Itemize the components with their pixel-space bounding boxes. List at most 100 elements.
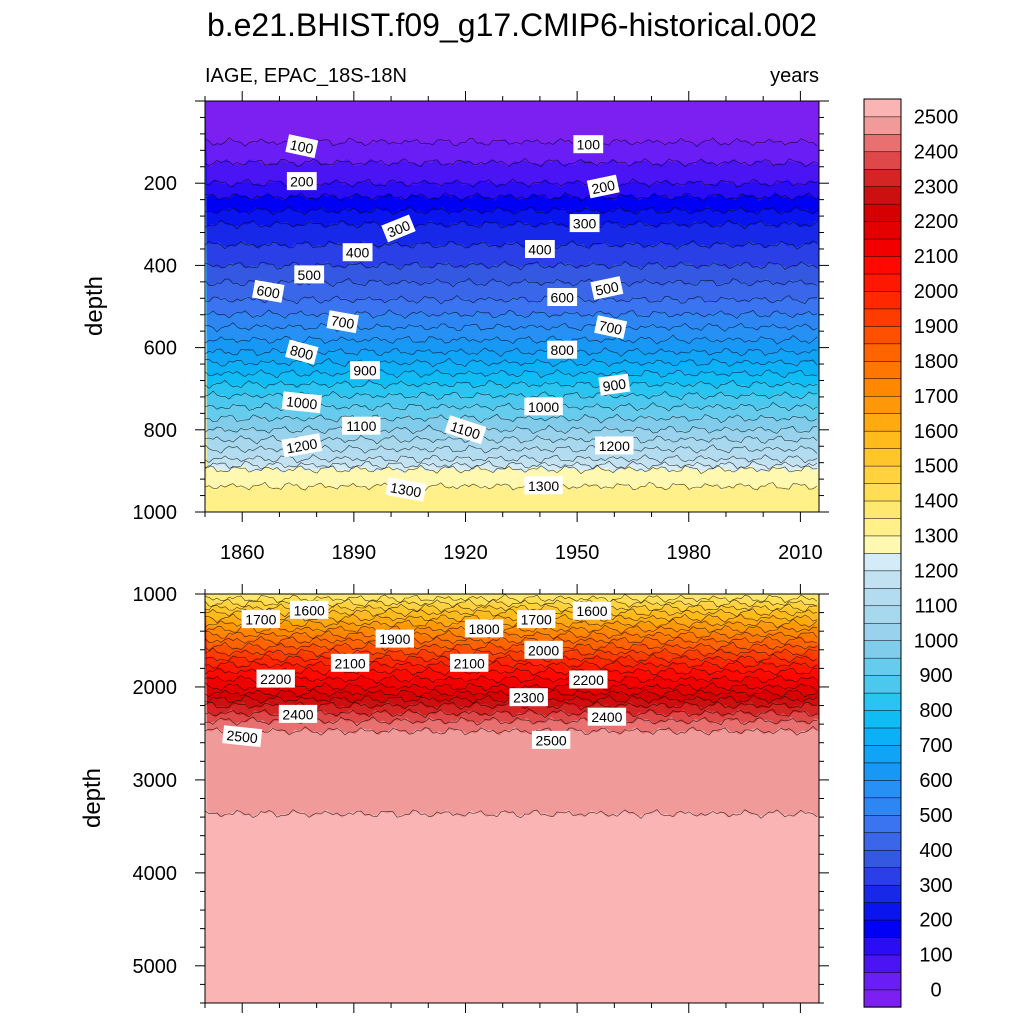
contour-label-box bbox=[342, 416, 381, 435]
colorbar-swatch bbox=[863, 395, 902, 414]
contour-label-box bbox=[547, 288, 578, 306]
colorbar-swatch bbox=[863, 203, 902, 222]
contour-line bbox=[205, 454, 818, 464]
contour-line bbox=[205, 809, 818, 819]
contour-line bbox=[205, 464, 818, 475]
colorbar-swatch bbox=[863, 797, 902, 816]
contour-label-box bbox=[278, 704, 318, 723]
contour-label-box bbox=[285, 339, 319, 365]
colorbar-swatch bbox=[863, 884, 902, 903]
contour-label-box bbox=[385, 477, 427, 502]
colorbar-swatch bbox=[863, 867, 902, 886]
colorbar-swatch bbox=[863, 622, 902, 641]
colorbar-label: 1900 bbox=[914, 316, 959, 338]
contour-label-box bbox=[294, 265, 325, 284]
colorbar-swatch bbox=[863, 744, 902, 764]
contour-label: 100 bbox=[573, 135, 604, 154]
colorbar-label: 1200 bbox=[914, 561, 959, 583]
contour-label-box bbox=[573, 135, 604, 154]
contour-label-text: 700 bbox=[597, 317, 623, 338]
variable-label: IAGE, EPAC_18S-18N bbox=[205, 65, 407, 87]
colorbar-swatch bbox=[863, 936, 902, 956]
colorbar: 0 100 200 300 400 500 600 700 800 900 1000 1100 1200… bbox=[863, 98, 959, 1008]
colorbar-swatch bbox=[863, 273, 902, 292]
contour-label: 500 bbox=[590, 276, 624, 300]
contour-line bbox=[205, 277, 818, 288]
contour-line bbox=[205, 641, 818, 652]
contour-label-text: 1600 bbox=[294, 602, 325, 618]
contour-line bbox=[205, 239, 818, 250]
contour-label-text: 1200 bbox=[599, 438, 630, 454]
colorbar-label: 100 bbox=[919, 945, 952, 967]
y-tick-label: 2000 bbox=[133, 677, 178, 699]
contour-label-text: 100 bbox=[577, 137, 601, 153]
contour-label: 2100 bbox=[450, 653, 489, 672]
contour-line bbox=[205, 725, 818, 736]
units-label: years bbox=[770, 65, 819, 87]
y-tick-label: 5000 bbox=[133, 956, 178, 978]
contour-label: 800 bbox=[285, 339, 319, 365]
contour-label-box bbox=[290, 600, 329, 619]
colorbar-swatch bbox=[863, 378, 902, 397]
lower-axes: 1000 2000 3000 4000 5000 bbox=[133, 584, 829, 1013]
contour-label: 500 bbox=[294, 265, 325, 284]
colorbar-swatch bbox=[863, 640, 902, 659]
contour-line bbox=[205, 334, 818, 345]
contour-line bbox=[205, 219, 818, 230]
upper-panel: 100 100 200 200 300 300 400 400 500 500 600 600 700 7… bbox=[81, 91, 829, 564]
contour-line bbox=[205, 460, 818, 470]
colorbar-swatch bbox=[863, 552, 902, 572]
colorbar-swatch bbox=[863, 360, 902, 380]
contour-line bbox=[205, 594, 818, 604]
colorbar-swatch bbox=[863, 308, 902, 327]
contour-line bbox=[205, 424, 818, 435]
contour-line bbox=[205, 295, 818, 305]
contour-line bbox=[205, 369, 818, 379]
contour-line bbox=[205, 660, 818, 670]
contour-label-text: 1000 bbox=[528, 399, 559, 415]
contour-label-text: 2500 bbox=[536, 732, 567, 748]
contour-label-text: 1800 bbox=[469, 621, 500, 637]
colorbar-swatch bbox=[863, 238, 902, 257]
colorbar-frame bbox=[863, 98, 902, 1008]
y-tick-label: 400 bbox=[144, 255, 177, 277]
colorbar-swatch bbox=[863, 413, 902, 432]
contour-line bbox=[205, 624, 818, 635]
contour-label-box bbox=[525, 240, 555, 258]
upper-y-axis-label: depth bbox=[81, 276, 108, 336]
contour-label: 1100 bbox=[342, 416, 381, 435]
colorbar-swatch bbox=[863, 430, 902, 449]
chart-title: b.e21.BHIST.f09_g17.CMIP6-historical.002 bbox=[207, 7, 817, 43]
contour-label: 900 bbox=[350, 361, 380, 380]
contour-label-text: 2200 bbox=[573, 672, 604, 688]
contour-label-text: 700 bbox=[330, 312, 356, 332]
contour-line bbox=[205, 481, 818, 492]
contour-label-box bbox=[326, 310, 359, 334]
contour-label-text: 1700 bbox=[521, 612, 552, 628]
contour-label-box bbox=[450, 653, 489, 672]
colorbar-swatch bbox=[863, 500, 902, 519]
colorbar-swatch bbox=[863, 901, 902, 921]
contour-line bbox=[205, 647, 818, 658]
colorbar-swatch bbox=[863, 849, 902, 868]
colorbar-swatch bbox=[863, 971, 902, 991]
x-tick-label: 1950 bbox=[555, 542, 600, 564]
colorbar-label: 1000 bbox=[914, 630, 959, 652]
colorbar-label: 1700 bbox=[914, 386, 959, 408]
lower-contour-fill bbox=[205, 594, 819, 1003]
contour-label-text: 1100 bbox=[346, 418, 376, 434]
contour-label-text: 2100 bbox=[335, 655, 366, 671]
contour-label-box bbox=[586, 174, 620, 199]
colorbar-label: 400 bbox=[919, 840, 952, 862]
contour-label: 700 bbox=[326, 310, 359, 334]
colorbar-swatch bbox=[863, 954, 902, 973]
colorbar-label: 500 bbox=[919, 805, 952, 827]
colorbar-label: 900 bbox=[919, 665, 952, 687]
contour-label: 2400 bbox=[278, 704, 318, 723]
colorbar-swatch bbox=[863, 98, 902, 118]
contour-label-box bbox=[252, 279, 285, 303]
contour-label-box bbox=[375, 629, 414, 648]
contour-label: 900 bbox=[598, 373, 631, 396]
contour-label: 2400 bbox=[587, 707, 627, 726]
contour-label-text: 800 bbox=[288, 342, 315, 364]
